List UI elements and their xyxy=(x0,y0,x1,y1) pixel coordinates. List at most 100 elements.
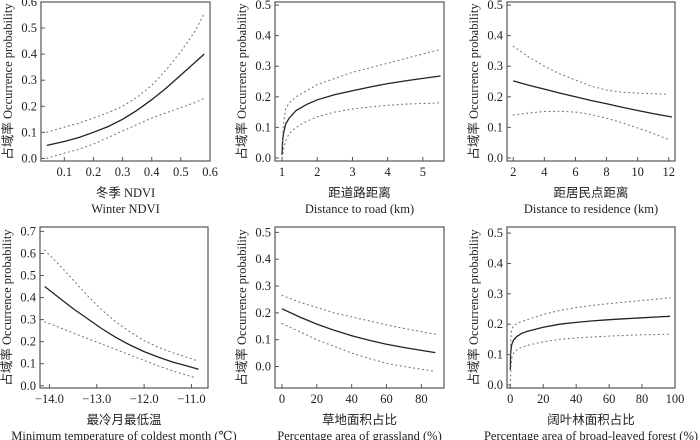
series-upper-line xyxy=(281,48,442,147)
x-axis-label-cn: 冬季 NDVI xyxy=(96,185,155,200)
chart-panel-1: 0.0 0.1 0.2 0.3 0.4 0.5 0.6 0.1 0.2 0.3 0.4 0.5 0.6 冬… xyxy=(0,0,218,216)
y-axis-label: 占域率 Occurrence probability xyxy=(0,3,15,160)
x-axis-label-en: Distance to residence (km) xyxy=(524,202,658,216)
x-tick-label: 0.5 xyxy=(173,165,189,179)
y-tick-label: 0.2 xyxy=(255,90,271,104)
x-tick-label: 10 xyxy=(631,165,644,179)
x-axis-label-en: Distance to road (km) xyxy=(305,202,414,216)
x-tick-label: 20 xyxy=(311,392,324,406)
series-fit-line xyxy=(281,75,441,155)
x-tick-label: 20 xyxy=(537,392,550,406)
y-tick-label: 0.1 xyxy=(255,333,271,347)
x-tick-label: 3 xyxy=(349,165,355,179)
series-lower-line xyxy=(281,323,436,372)
x-axis-label-cn: 距道路距离 xyxy=(328,185,391,200)
x-tick-label: 0 xyxy=(279,392,285,406)
y-tick-label: 0.1 xyxy=(20,357,36,371)
y-axis-label: 占域率 Occurrence probability xyxy=(466,3,481,160)
chart-panel-3: 0.0 0.1 0.2 0.3 0.4 0.5 2 4 6 8 10 12 距居民点距离 Distance… xyxy=(466,0,676,216)
y-tick-label: 0.2 xyxy=(20,335,36,349)
x-tick-label: 4 xyxy=(385,165,392,179)
y-axis-label: 占域率 Occurrence probability xyxy=(466,229,481,386)
y-tick-label: 0.2 xyxy=(255,306,271,320)
y-tick-label: 0.4 xyxy=(487,29,503,43)
y-tick-label: 0.5 xyxy=(255,225,271,239)
series-upper-line xyxy=(512,45,670,95)
x-tick-label: 12 xyxy=(663,165,676,179)
y-tick-label: 0.7 xyxy=(20,224,36,238)
x-tick-label: −12.0 xyxy=(130,392,159,406)
y-tick-label: 0.0 xyxy=(21,151,37,165)
y-axis-label: 占域率 Occurrence probability xyxy=(234,3,249,160)
x-tick-label: 0.6 xyxy=(202,165,218,179)
y-tick-label: 0.3 xyxy=(21,73,37,87)
y-tick-label: 0.4 xyxy=(21,47,37,61)
y-tick-label: 0.0 xyxy=(20,379,36,393)
x-tick-label: 40 xyxy=(570,392,583,406)
x-tick-label: 6 xyxy=(572,165,578,179)
chart-panel-4: 0.0 0.1 0.2 0.3 0.4 0.5 0.6 0.7 −14.0 −13.0 −12.0 −… xyxy=(0,224,237,440)
x-tick-label: 60 xyxy=(380,392,393,406)
series-fit-line xyxy=(513,80,673,118)
y-tick-label: 0.5 xyxy=(20,269,36,283)
y-tick-label: 0.1 xyxy=(255,120,271,134)
y-tick-label: 0.0 xyxy=(255,151,271,165)
series-upper-line xyxy=(46,13,205,133)
x-tick-label: 4 xyxy=(541,165,548,179)
series-fit-line xyxy=(281,308,436,354)
x-axis-label-en: Percentage area of grassland (%) xyxy=(277,429,442,440)
y-tick-label: 0.5 xyxy=(21,21,37,35)
y-tick-label: 0.5 xyxy=(255,0,271,12)
x-tick-label: 100 xyxy=(666,392,685,406)
x-tick-label: 5 xyxy=(420,165,426,179)
x-axis-label-cn: 草地面积占比 xyxy=(322,412,397,427)
x-axis-label-en: Minimum temperature of coldest month (℃) xyxy=(11,429,236,440)
chart-panel-6: 0.0 0.1 0.2 0.3 0.4 0.5 0 20 40 60 80 100 阔叶林面积占比 Per… xyxy=(466,226,698,440)
y-tick-label: 0.0 xyxy=(255,360,271,374)
y-tick-label: 0.1 xyxy=(487,348,503,362)
y-tick-label: 0.6 xyxy=(20,246,36,260)
x-axis-label-en: Winter NDVI xyxy=(91,202,160,216)
y-tick-label: 0.4 xyxy=(487,256,503,270)
x-tick-label: 60 xyxy=(603,392,616,406)
chart-panel-2: 0.0 0.1 0.2 0.3 0.4 0.5 1 2 3 4 5 距道路距离 Distance to … xyxy=(234,0,445,216)
y-tick-label: 0.0 xyxy=(487,378,503,392)
x-tick-label: 8 xyxy=(603,165,609,179)
y-tick-label: 0.1 xyxy=(21,125,37,139)
x-tick-label: 1 xyxy=(279,165,285,179)
series-lower-line xyxy=(512,110,670,141)
plot-frame xyxy=(506,226,676,389)
series-fit-line xyxy=(44,285,199,370)
y-tick-label: 0.3 xyxy=(255,59,271,73)
series-upper-line xyxy=(281,294,436,335)
plot-frame xyxy=(40,1,211,162)
plot-frame xyxy=(506,1,676,162)
plot-frame xyxy=(39,226,209,389)
series-lower-line xyxy=(509,333,671,386)
x-axis-label-en: Percentage area of broad-leaved forest (… xyxy=(484,429,698,440)
series-upper-line xyxy=(509,297,671,356)
x-axis-label-cn: 距居民点距离 xyxy=(553,185,628,200)
series-lower-line xyxy=(281,102,442,159)
x-tick-label: 0 xyxy=(507,392,513,406)
x-tick-label: 2 xyxy=(510,165,516,179)
x-tick-label: 0.3 xyxy=(115,165,131,179)
x-tick-label: −14.0 xyxy=(35,392,64,406)
y-axis-label: 占域率 Occurrence probability xyxy=(234,229,249,386)
y-tick-label: 0.6 xyxy=(21,0,37,9)
y-tick-label: 0.2 xyxy=(21,99,37,113)
y-tick-label: 0.5 xyxy=(487,0,503,12)
y-tick-label: 0.0 xyxy=(487,151,503,165)
y-tick-label: 0.3 xyxy=(487,287,503,301)
y-tick-label: 0.2 xyxy=(487,317,503,331)
series-lower-line xyxy=(44,321,197,379)
x-axis-label-cn: 阔叶林面积占比 xyxy=(547,412,635,427)
plot-frame xyxy=(274,226,445,389)
y-tick-label: 0.2 xyxy=(487,90,503,104)
y-tick-label: 0.4 xyxy=(255,29,271,43)
series-fit-line xyxy=(509,315,671,370)
y-tick-label: 0.3 xyxy=(20,313,36,327)
x-tick-label: 80 xyxy=(415,392,428,406)
x-tick-label: 0.2 xyxy=(86,165,102,179)
x-tick-label: 2 xyxy=(314,165,320,179)
